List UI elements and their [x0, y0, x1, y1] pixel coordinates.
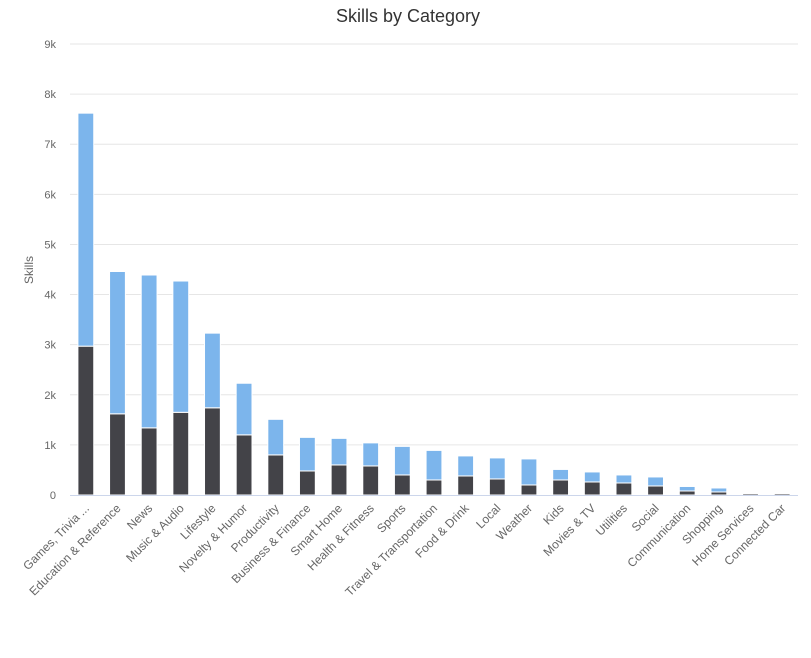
bar-segment-lower: [330, 464, 348, 496]
bar-segment-upper: [77, 112, 95, 347]
gridlines: [70, 43, 798, 446]
bar-segment-upper: [172, 280, 190, 413]
bar-segment-lower: [552, 479, 570, 496]
bar-segment-lower: [204, 407, 221, 496]
bar-segment-upper: [552, 468, 570, 481]
bar-segment-upper: [140, 274, 158, 429]
y-tick-label: 1k: [44, 440, 56, 452]
y-tick-label: 0: [50, 490, 56, 502]
y-tick-label: 6k: [44, 189, 56, 201]
bar-segment-upper: [773, 492, 791, 494]
bar-segment-upper: [488, 457, 506, 480]
x-axis-ticks: Games, Trivia ...Education & Reference Ne…: [20, 501, 788, 599]
y-tick-label: 4k: [44, 290, 56, 302]
y-tick-label: 7k: [44, 139, 56, 151]
y-tick-label: 5k: [44, 239, 56, 251]
bar-segment-lower: [457, 475, 475, 496]
bar-segment-lower: [488, 478, 506, 496]
y-tick-label: 9k: [44, 39, 56, 51]
bar-segment-upper: [393, 445, 411, 476]
bar-segment-upper: [267, 418, 285, 456]
bar-segment-upper: [362, 442, 380, 467]
bar-segment-lower: [678, 490, 696, 496]
bar-segment-upper: [425, 449, 443, 481]
bar-segment-lower: [615, 482, 633, 496]
bar-segment-upper: [583, 471, 601, 483]
bar-segment-lower: [393, 474, 411, 496]
bar-segment-lower: [140, 427, 158, 496]
bar-segment-upper: [235, 382, 253, 436]
bar-segment-lower: [298, 470, 316, 496]
x-tick-label: Utilities: [593, 501, 630, 538]
bar-segment-upper: [742, 492, 759, 494]
bar-segment-upper: [109, 271, 126, 415]
y-tick-label: 2k: [44, 390, 56, 402]
bar-segment-lower: [425, 479, 443, 496]
bar-segment-upper: [520, 458, 538, 486]
bar-segment-lower: [235, 434, 253, 496]
bar-segment-lower: [520, 484, 538, 496]
bar-segment-upper: [710, 487, 728, 493]
bar-segment-lower: [362, 465, 380, 496]
bar-segment-lower: [583, 481, 601, 496]
bar-segment-lower: [172, 411, 190, 496]
y-tick-label: 8k: [44, 89, 56, 101]
bar-segment-upper: [647, 476, 664, 487]
bar-segment-upper: [330, 437, 348, 466]
bar-segment-upper: [678, 485, 696, 492]
y-axis-ticks: 0 1k 2k 3k 4k 5k 6k 7k 8k 9k: [44, 39, 56, 502]
bar-segment-lower: [267, 454, 285, 496]
bar-segment-lower: [77, 345, 95, 496]
y-tick-label: 3k: [44, 340, 56, 352]
bar-segment-lower: [647, 485, 664, 496]
bar-segment-lower: [109, 413, 126, 496]
x-tick-label: Kids: [540, 501, 566, 527]
bar-segment-upper: [457, 455, 475, 477]
chart-title: Skills by Category: [336, 6, 480, 26]
bar-segment-upper: [615, 474, 633, 484]
bar-segment-upper: [204, 332, 221, 409]
bars: [77, 112, 791, 496]
y-axis-label: Skills: [22, 256, 36, 284]
bar-segment-upper: [298, 436, 316, 472]
